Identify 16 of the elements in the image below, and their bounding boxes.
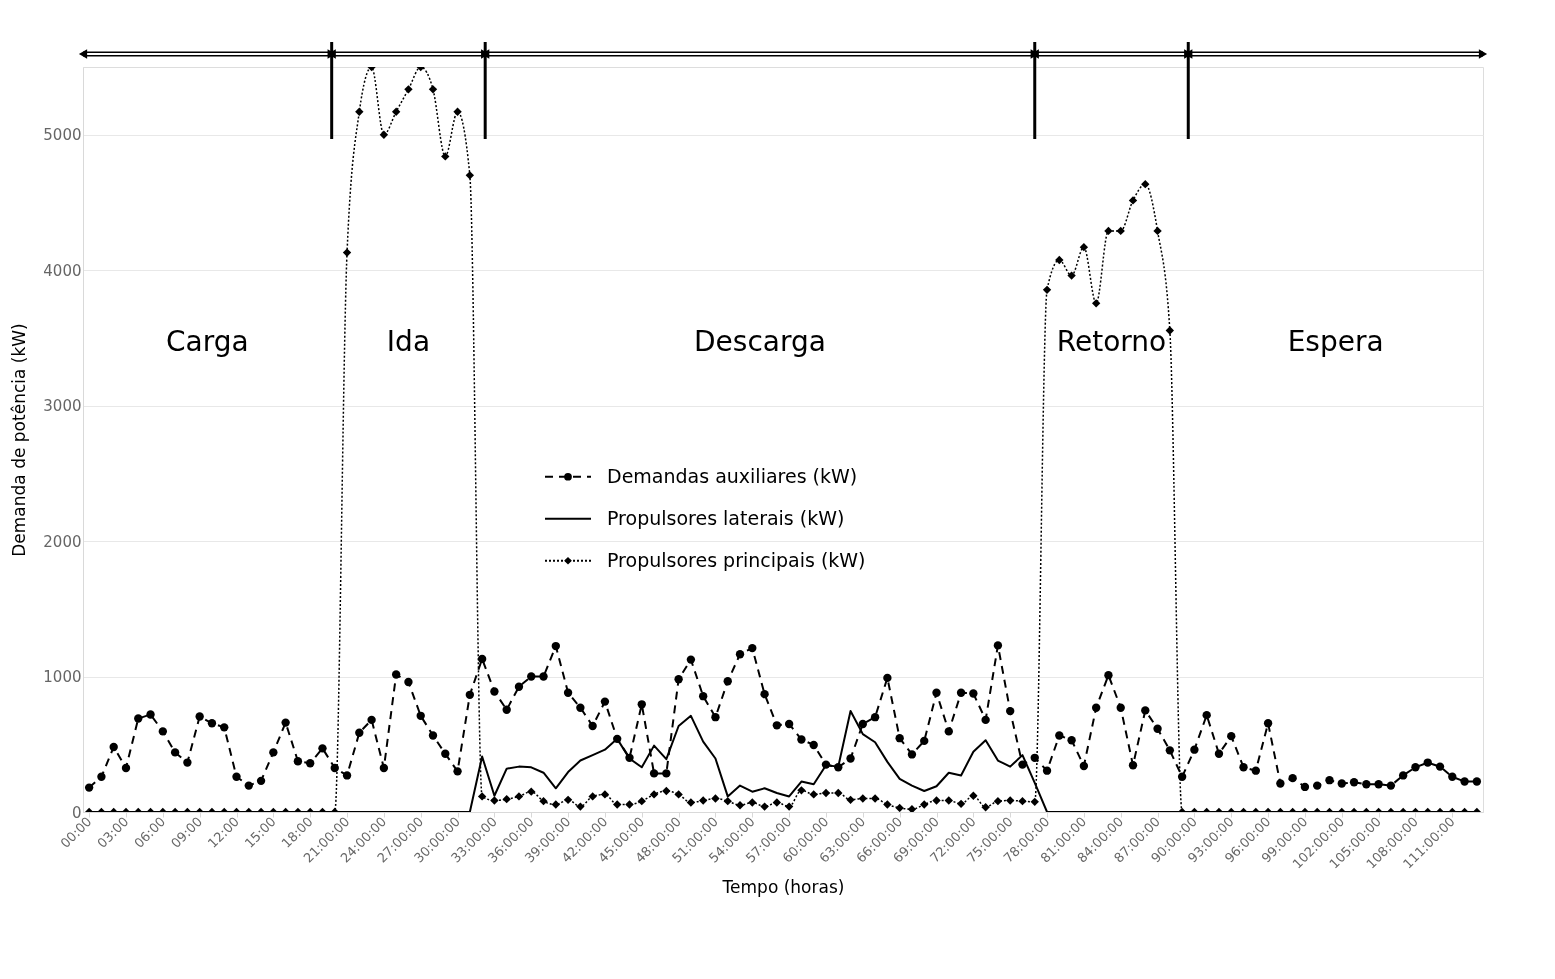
annotation: Retorno: [1056, 324, 1167, 358]
y-axis-title: Demanda de potência (kW): [9, 323, 30, 557]
legend-label: Propulsores laterais (kW): [607, 506, 845, 529]
legend-label: Propulsores principais (kW): [607, 548, 866, 571]
y-tick-label: 5000: [43, 126, 82, 145]
y-tick-label: 2000: [43, 532, 82, 551]
y-tick-label: 1000: [43, 668, 82, 687]
annotation: Espera: [1287, 324, 1384, 358]
y-tick-label: 3000: [43, 397, 82, 416]
annotation: Ida: [386, 324, 431, 358]
y-tick-label: 4000: [43, 261, 82, 280]
x-axis-title: Tempo (horas): [721, 876, 845, 897]
annotation: Carga: [166, 324, 249, 358]
legend-label: Demandas auxiliares (kW): [607, 464, 858, 487]
y-tick-label: 0: [71, 803, 82, 822]
annotation: Descarga: [694, 324, 826, 358]
